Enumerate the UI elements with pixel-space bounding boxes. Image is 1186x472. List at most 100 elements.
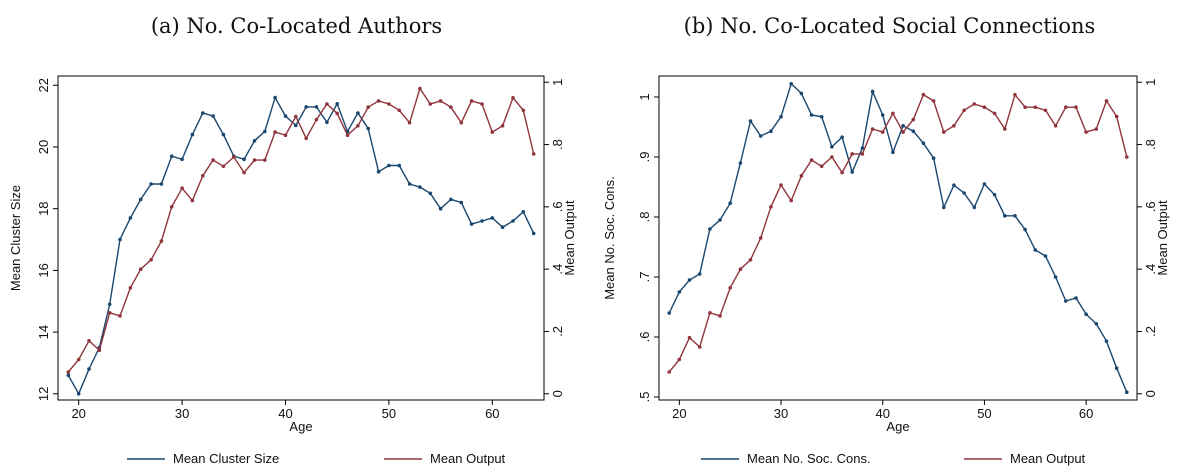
data-point [242, 157, 246, 162]
data-point [418, 86, 422, 91]
data-point [931, 156, 936, 160]
data-point [708, 227, 712, 231]
data-point [931, 99, 936, 103]
x-axis-title: Age [886, 419, 909, 434]
y-tick-label: 18 [36, 201, 51, 215]
data-point [1094, 322, 1099, 326]
y-tick-label: .8 [637, 212, 652, 223]
data-point [830, 155, 834, 159]
data-point [891, 150, 895, 154]
data-point [901, 130, 905, 134]
data-point [97, 348, 102, 353]
data-point [1064, 105, 1068, 109]
data-point [799, 173, 804, 178]
y-tick-label: .5 [637, 392, 652, 403]
data-point [252, 158, 257, 162]
data-point [769, 129, 773, 133]
data-point [273, 95, 277, 100]
data-point [190, 132, 195, 137]
data-point [819, 115, 824, 119]
data-point [758, 236, 763, 240]
y-tick-label: 20 [36, 140, 51, 154]
data-point [107, 311, 112, 315]
data-point [387, 102, 391, 106]
data-point [738, 267, 743, 272]
data-point [252, 139, 257, 143]
y-tick-label: 1 [637, 93, 652, 100]
data-point [1043, 254, 1048, 258]
data-point [221, 164, 226, 169]
data-point [982, 182, 987, 186]
data-point [490, 216, 495, 220]
data-point [1125, 390, 1129, 395]
data-point [677, 290, 682, 294]
data-point [345, 133, 350, 137]
panel-b: (b) No. Co-Located Social Connections 20… [593, 0, 1186, 472]
data-point [263, 129, 267, 134]
data-point [1084, 130, 1088, 134]
data-point [87, 339, 91, 343]
y2-tick-label: .2 [1143, 326, 1158, 337]
data-point [748, 119, 753, 123]
data-point [428, 102, 433, 106]
data-point [738, 161, 743, 165]
legend-label-left: Mean No. Soc. Cons. [747, 451, 871, 466]
x-tick-label: 50 [382, 406, 396, 421]
panel-a-title: (a) No. Co-Located Authors [150, 14, 443, 38]
data-point [294, 114, 298, 119]
x-tick-label: 50 [977, 406, 991, 421]
data-point [1043, 108, 1048, 113]
data-point [870, 89, 875, 94]
panel-a-chart: 20 30 40 50 60 12 14 16 18 20 22 0 .2 .4 .6 .8 1 Age Mean … [8, 75, 577, 466]
x-tick-label: 40 [876, 406, 890, 421]
data-point [687, 278, 692, 282]
data-point [921, 141, 926, 145]
data-point [376, 99, 381, 103]
plot-frame [658, 75, 1138, 401]
data-point [667, 370, 671, 374]
x-tick-label: 30 [774, 406, 788, 421]
y2-tick-label: .4 [1143, 264, 1158, 275]
data-point [511, 219, 515, 223]
data-point [1125, 155, 1129, 159]
data-point [748, 258, 753, 262]
data-point [511, 96, 515, 100]
data-point [500, 225, 505, 229]
data-point [407, 182, 412, 186]
data-point [76, 392, 81, 396]
data-point [366, 126, 371, 131]
data-point [201, 173, 205, 178]
data-point [201, 111, 205, 115]
data-point [138, 267, 143, 272]
y2-tick-label: .8 [550, 139, 565, 150]
x-tick-label: 30 [175, 406, 189, 421]
data-point [128, 286, 133, 290]
x-tick-label: 60 [1079, 406, 1093, 421]
data-point [850, 152, 854, 156]
data-point [159, 182, 164, 186]
data-point [921, 92, 926, 97]
data-point [366, 105, 371, 109]
data-point [697, 272, 702, 276]
data-point [531, 231, 536, 236]
data-point [169, 205, 174, 209]
data-point [1074, 105, 1078, 109]
data-point [911, 129, 916, 133]
data-point [459, 200, 464, 205]
y2-tick-label: .4 [550, 264, 565, 275]
data-point [789, 198, 793, 203]
data-point [952, 183, 956, 187]
data-point [242, 170, 246, 175]
data-point [149, 182, 153, 186]
y2-tick-label: 0 [550, 390, 565, 397]
data-point [263, 158, 267, 162]
data-point [480, 219, 484, 223]
y2-tick-label: 1 [550, 79, 565, 86]
data-point [809, 113, 814, 117]
x-tick-label: 20 [71, 406, 85, 421]
data-point [891, 111, 895, 116]
y2-tick-label: 0 [1143, 390, 1158, 397]
data-point [769, 205, 773, 209]
y-tick-label: .6 [637, 332, 652, 343]
data-point [860, 152, 865, 156]
